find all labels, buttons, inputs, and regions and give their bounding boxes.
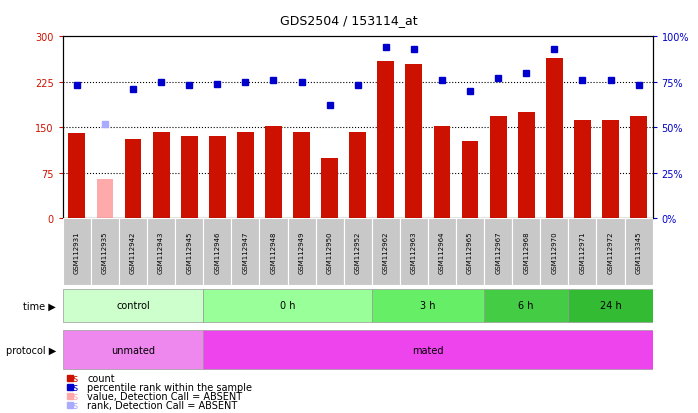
Bar [265,127,282,219]
Text: GSM112965: GSM112965 [467,231,473,273]
Text: protocol ▶: protocol ▶ [6,345,56,355]
Text: GSM112949: GSM112949 [299,231,304,273]
Bar [293,132,310,219]
Bar [63,330,203,370]
Text: 0 h: 0 h [280,301,295,311]
Bar [343,219,372,285]
Bar [512,219,540,285]
Text: percentile rank within the sample: percentile rank within the sample [87,382,252,392]
Bar [461,141,479,219]
Bar [372,289,484,322]
Bar [96,180,113,219]
Text: time ▶: time ▶ [23,301,56,311]
Bar [597,219,625,285]
Bar [231,219,260,285]
Text: 24 h: 24 h [600,301,621,311]
Bar [91,219,119,285]
Text: GSM112947: GSM112947 [242,231,248,273]
Text: GSM112963: GSM112963 [411,231,417,273]
Text: count: count [87,373,115,383]
Bar [321,158,338,219]
Text: GSM112931: GSM112931 [74,231,80,273]
Bar [378,62,394,219]
Text: GSM112935: GSM112935 [102,231,108,273]
Bar [574,121,591,219]
Bar [237,133,254,219]
Bar [546,58,563,219]
Bar [518,113,535,219]
Bar [125,140,142,219]
Bar [119,219,147,285]
Bar [433,127,450,219]
Bar [68,134,85,219]
Text: GSM112962: GSM112962 [383,231,389,273]
Text: mated: mated [413,345,444,355]
Bar [175,219,203,285]
Bar [456,219,484,285]
Text: GDS2504 / 153114_at: GDS2504 / 153114_at [280,14,418,27]
Bar [288,219,315,285]
Text: rank, Detection Call = ABSENT: rank, Detection Call = ABSENT [87,400,237,410]
Bar [349,132,366,219]
Text: GSM112967: GSM112967 [495,231,501,273]
Text: GSM112945: GSM112945 [186,231,192,273]
Bar [568,289,653,322]
Bar [203,289,372,322]
Text: value, Detection Call = ABSENT: value, Detection Call = ABSENT [87,391,242,401]
Text: s: s [73,400,78,410]
Bar [260,219,288,285]
Text: GSM112972: GSM112972 [607,231,614,273]
Bar [372,219,400,285]
Bar [315,219,343,285]
Text: unmated: unmated [111,345,155,355]
Text: GSM112970: GSM112970 [551,231,557,273]
Bar [540,219,568,285]
Text: GSM112946: GSM112946 [214,231,221,273]
Text: GSM112964: GSM112964 [439,231,445,273]
Bar [602,121,619,219]
Bar [400,219,428,285]
Bar [490,117,507,219]
Text: 3 h: 3 h [420,301,436,311]
Text: GSM112952: GSM112952 [355,231,361,273]
Bar [625,219,653,285]
Text: GSM112942: GSM112942 [130,231,136,273]
Text: 6 h: 6 h [519,301,534,311]
Bar [484,289,568,322]
Text: GSM112968: GSM112968 [524,231,529,273]
Bar [153,132,170,219]
Bar [147,219,175,285]
Text: GSM113345: GSM113345 [636,231,641,273]
Text: GSM112971: GSM112971 [579,231,586,273]
Text: GSM112950: GSM112950 [327,231,333,273]
Text: control: control [116,301,150,311]
Bar [63,219,91,285]
Bar [203,219,231,285]
Bar [63,289,203,322]
Bar [484,219,512,285]
Text: s: s [73,391,78,401]
Bar [209,137,225,219]
Bar [568,219,597,285]
Bar [406,64,422,219]
Bar [630,117,647,219]
Text: GSM112948: GSM112948 [270,231,276,273]
Bar [203,330,653,370]
Text: GSM112943: GSM112943 [158,231,164,273]
Text: s: s [73,373,78,383]
Text: s: s [73,382,78,392]
Bar [181,137,198,219]
Bar [428,219,456,285]
